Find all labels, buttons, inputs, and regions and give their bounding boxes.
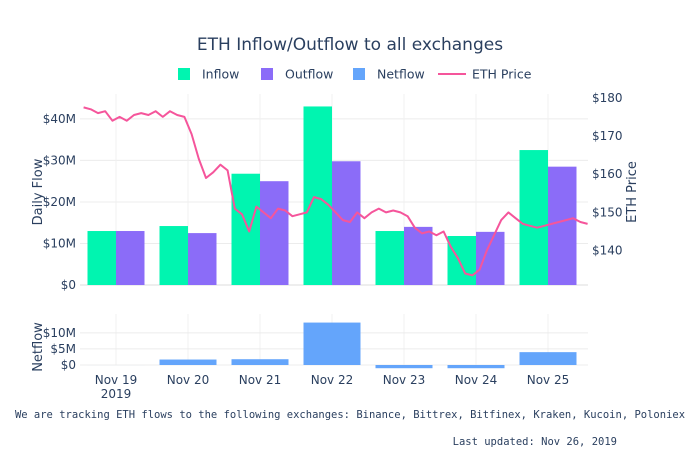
bar-outflow [332,161,361,285]
y-tick-label: $30M [43,153,76,167]
bar-outflow [404,226,433,285]
x-tick-label: Nov 20 [167,373,210,387]
footer-note: We are tracking ETH flows to the followi… [15,409,685,421]
legend-swatch-netflow [353,68,365,80]
bar-outflow [188,233,217,285]
netflow-tick-label: $0 [61,358,76,372]
y2-tick-label: $170 [592,129,623,143]
x-tick-label: Nov 24 [455,373,498,387]
bar-netflow [519,352,577,365]
legend-label: ETH Price [472,67,532,82]
bar-outflow [548,166,577,285]
x-tick-label: Nov 19 [95,373,138,387]
legend-label: Outflow [285,67,333,82]
x-tick-label: Nov 23 [383,373,426,387]
bar-inflow [159,226,188,285]
legend-label: Netflow [377,67,425,82]
y2-tick-label: $150 [592,205,623,219]
last-updated: Last updated: Nov 26, 2019 [453,436,617,448]
bar-netflow [159,359,217,365]
bar-inflow [375,231,404,285]
netflow-tick-label: $5M [50,342,76,356]
y-tick-label: $10M [43,236,76,250]
x-tick-label: Nov 21 [239,373,282,387]
bar-netflow [231,359,289,365]
price-series [83,106,588,277]
netflow-tick-label: $10M [43,326,76,340]
x-tick-label: 2019 [101,387,132,401]
legend-swatch-inflow [178,68,190,80]
y-tick-label: $20M [43,195,76,209]
y2-tick-label: $140 [592,244,623,258]
axes: $0 $10M $20M $30M $40M $140 $150 $160 $170 $180 $0… [43,91,623,401]
x-tick-label: Nov 22 [311,373,354,387]
bars [87,106,577,286]
legend-swatch-outflow [261,68,273,80]
bar-netflow [303,322,361,365]
bar-outflow [476,231,505,285]
bar-netflow [447,365,505,369]
y-tick-label: $0 [61,278,76,292]
bar-outflow [260,181,289,285]
bar-inflow [303,106,332,286]
netflow-axis-title: Netflow [31,322,46,372]
x-tick-label: Nov 25 [527,373,570,387]
y2-tick-label: $180 [592,91,623,105]
bar-inflow [87,231,116,285]
line-eth-price [83,106,588,277]
y-tick-label: $40M [43,112,76,126]
netflow-bars [87,322,577,369]
legend: Inflow Outflow Netflow ETH Price [178,67,532,82]
y2-axis-title: ETH Price [625,161,640,223]
bar-inflow [519,150,548,285]
bar-netflow [375,365,433,369]
bar-inflow [447,236,476,285]
bar-outflow [116,231,145,285]
y-axis-title: Daily Flow [31,158,46,225]
y2-tick-label: $160 [592,167,623,181]
legend-label: Inflow [202,67,239,82]
bar-inflow [231,173,260,285]
chart-title: ETH Inflow/Outflow to all exchanges [197,35,503,55]
